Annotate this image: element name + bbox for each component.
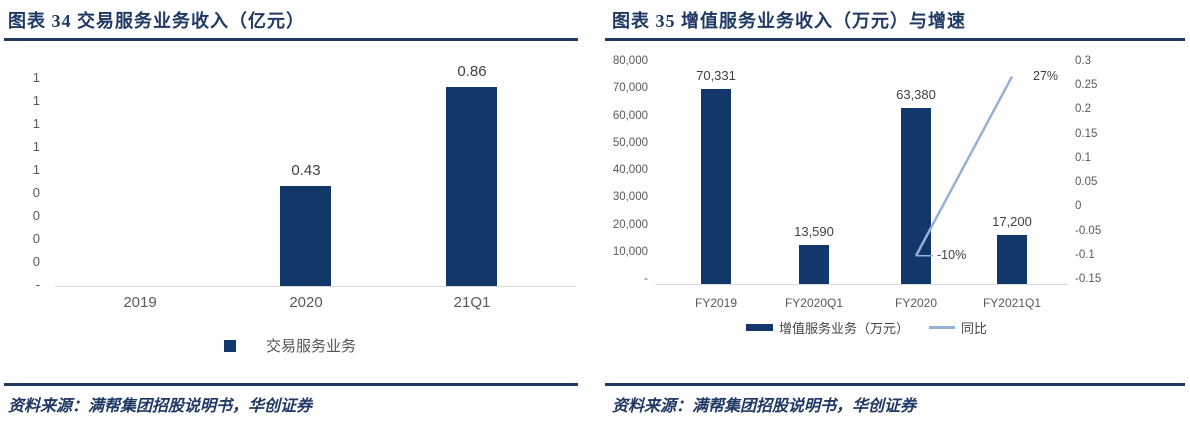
legend-bar-marker-icon — [746, 323, 773, 331]
legend-bar-marker-icon — [224, 339, 236, 352]
figure-34-title-rule — [4, 38, 578, 41]
figure-35-legend: 增值服务业务（万元） 同比 — [746, 320, 988, 336]
figure-34-source: 资料来源：满帮集团招股说明书，华创证券 — [8, 398, 313, 415]
figure-35-legend-line-label: 同比 — [961, 320, 988, 336]
figure-34-legend: 交易服务业务 — [224, 335, 356, 356]
figure-34-title: 图表 34 交易服务业务收入（亿元） — [8, 11, 305, 31]
figure-35-title-rule — [605, 38, 1185, 41]
line-series-path — [914, 75, 1014, 257]
figure-34-legend-label: 交易服务业务 — [266, 338, 357, 355]
legend-line-marker-icon — [929, 325, 956, 329]
figure-35-source: 资料来源：满帮集团招股说明书，华创证券 — [612, 398, 917, 415]
figure-35-title: 图表 35 增值服务业务收入（万元）与增速 — [612, 11, 966, 31]
figure-35-footer-rule — [605, 383, 1185, 386]
figure-35-legend-bar-label: 增值服务业务（万元） — [779, 320, 910, 336]
figure-34-footer-rule — [4, 383, 578, 386]
